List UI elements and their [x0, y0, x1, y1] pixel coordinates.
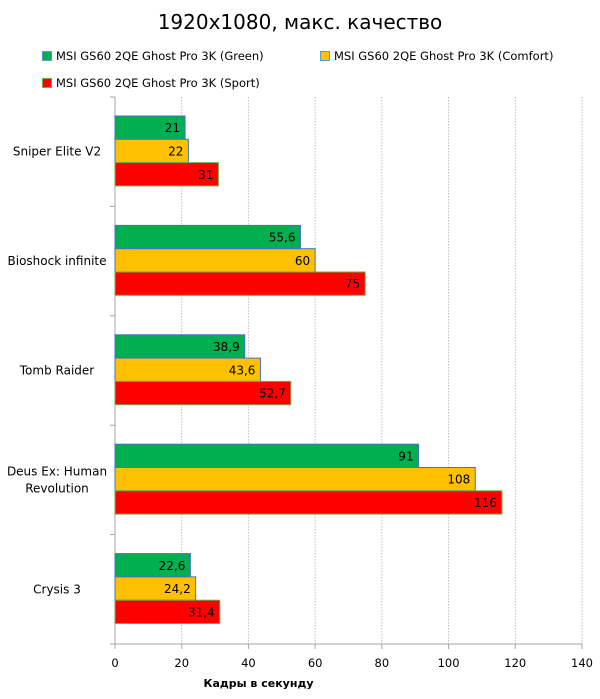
data-label: 108 — [447, 473, 470, 487]
data-label: 75 — [345, 277, 360, 291]
x-tick-label: 0 — [111, 656, 118, 670]
bar — [114, 490, 503, 515]
x-tick-label: 40 — [241, 656, 256, 670]
legend-item-sport: MSI GS60 2QE Ghost Pro 3K (Sport) — [42, 76, 260, 90]
data-label: 60 — [295, 254, 310, 268]
category-label: Crysis 3 — [33, 582, 81, 596]
bar — [114, 162, 219, 187]
x-tick-label: 120 — [504, 656, 526, 670]
data-label: 22 — [168, 144, 183, 158]
data-label: 21 — [165, 121, 180, 135]
legend-swatch — [320, 51, 330, 61]
x-tick-label: 60 — [308, 656, 323, 670]
bar — [114, 467, 476, 492]
legend-swatch — [42, 78, 52, 88]
bar — [114, 599, 221, 625]
data-label: 31 — [198, 168, 213, 182]
category-label: Deus Ex: Human — [7, 464, 107, 478]
category-label: Sniper Elite V2 — [13, 145, 101, 159]
data-label: 52,7 — [259, 387, 286, 401]
legend-item-green: MSI GS60 2QE Ghost Pro 3K (Green) — [42, 49, 264, 63]
data-label: 116 — [474, 496, 497, 510]
legend-label: MSI GS60 2QE Ghost Pro 3K (Sport) — [56, 76, 260, 90]
legend-label: MSI GS60 2QE Ghost Pro 3K (Green) — [56, 49, 264, 63]
data-label: 22,6 — [159, 559, 186, 573]
x-tick-label: 140 — [571, 656, 593, 670]
x-axis-title: Кадры в секунду — [203, 677, 313, 690]
data-label: 91 — [398, 449, 413, 463]
legend-label: MSI GS60 2QE Ghost Pro 3K (Comfort) — [334, 49, 554, 63]
x-tick-label: 80 — [375, 656, 390, 670]
category-label: Bioshock infinite — [8, 254, 107, 268]
chart-title: 1920x1080, макс. качество — [157, 10, 443, 34]
data-label: 55,6 — [269, 231, 296, 245]
category-label: Revolution — [25, 481, 89, 495]
x-tick-label: 100 — [438, 656, 460, 670]
data-label: 38,9 — [213, 340, 240, 354]
data-label: 24,2 — [164, 582, 191, 596]
data-label: 31,4 — [188, 605, 215, 619]
legend-item-comfort: MSI GS60 2QE Ghost Pro 3K (Comfort) — [320, 49, 553, 63]
bar — [114, 380, 292, 406]
x-tick-label: 20 — [174, 656, 189, 670]
bar — [114, 248, 316, 273]
data-label: 43,6 — [229, 363, 256, 377]
legend-swatch — [42, 51, 52, 61]
bar — [114, 443, 420, 469]
bar — [114, 271, 366, 296]
category-label: Tomb Raider — [19, 364, 95, 378]
